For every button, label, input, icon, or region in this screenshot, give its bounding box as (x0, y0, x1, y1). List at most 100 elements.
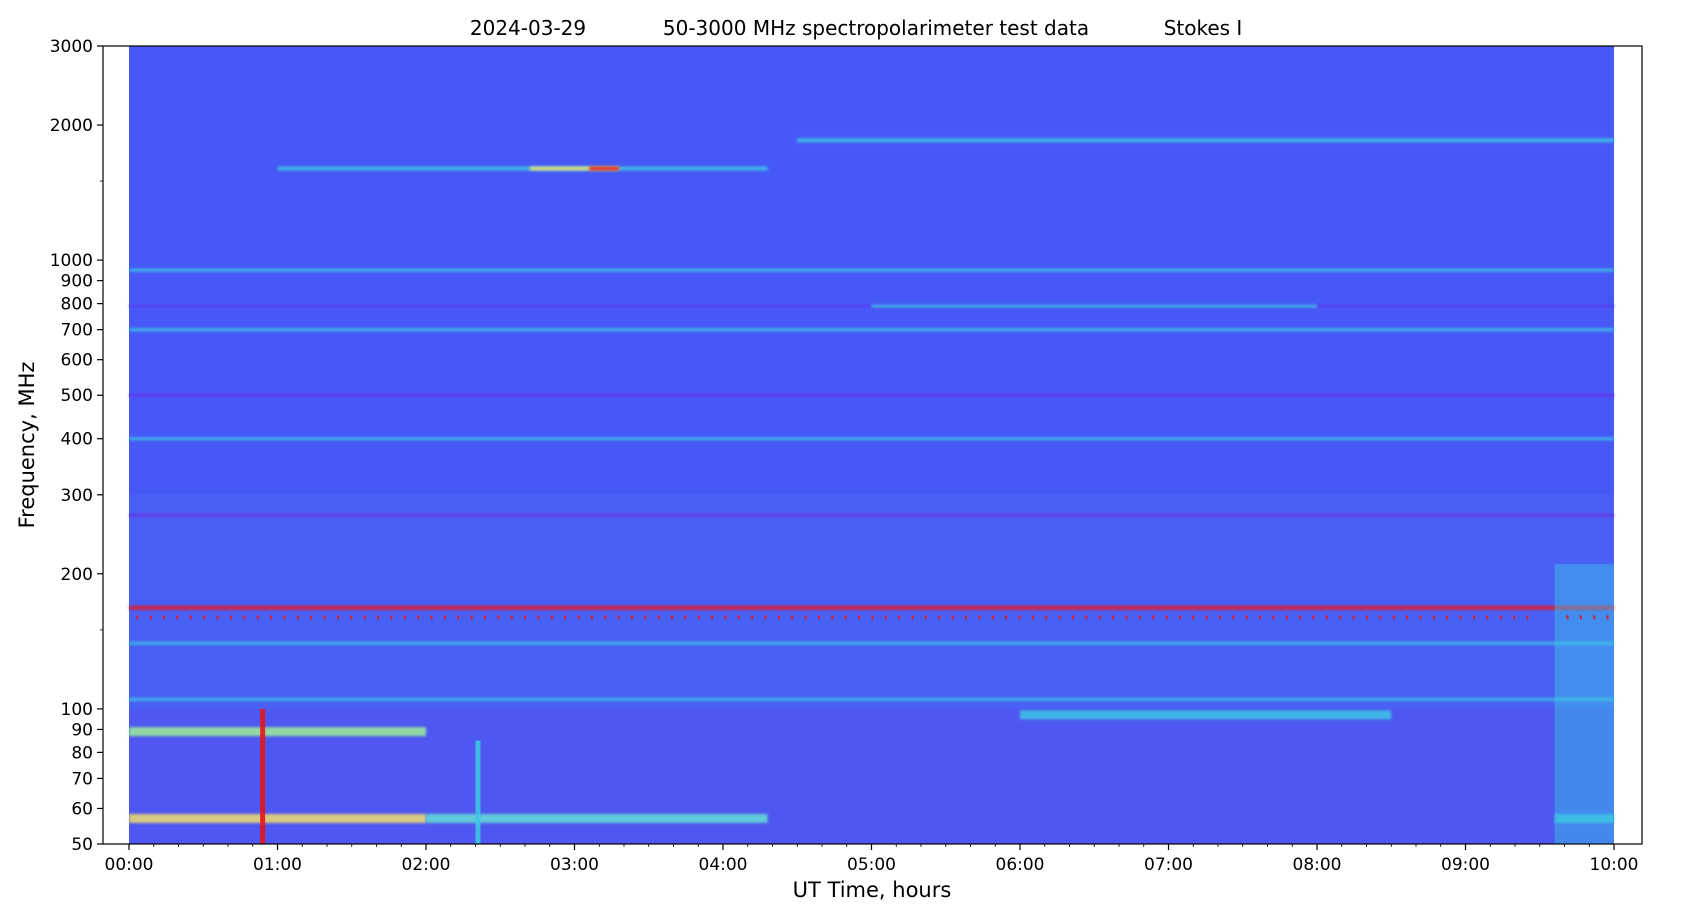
rfi-dot (871, 615, 874, 620)
rfi-dot (270, 615, 273, 620)
rfi-dot (1285, 615, 1288, 620)
rfi-dot (898, 615, 901, 620)
rfi-dot (1138, 615, 1141, 620)
rfi-dot (764, 615, 767, 620)
rfi-dot (1272, 615, 1275, 620)
rfi-dot (1339, 615, 1342, 620)
rfi-dot (844, 615, 847, 620)
rfi-dot (1085, 615, 1088, 620)
rfi-dot (376, 615, 379, 620)
rfi-dot (1005, 615, 1008, 620)
x-tick-label: 06:00 (996, 855, 1045, 875)
rfi-dot (470, 615, 473, 620)
rfi-dot (149, 615, 152, 620)
radio-burst-20 (475, 740, 481, 844)
rfi-dot (550, 615, 553, 620)
y-tick-label: 500 (61, 386, 93, 406)
rfi-dot (1299, 615, 1302, 620)
rfi-dot (644, 615, 647, 620)
x-tick-label: 03:00 (550, 855, 599, 875)
spectral-band-168mhz-11 (129, 605, 1614, 610)
spectral-band-57mhz-17 (426, 813, 768, 823)
rfi-dot (884, 615, 887, 620)
rfi-dot (1472, 615, 1475, 620)
rfi-dot (229, 615, 232, 620)
rfi-dot (403, 615, 406, 620)
rfi-dot (630, 615, 633, 620)
rfi-dot (1432, 615, 1435, 620)
spectral-band-57mhz-16 (129, 813, 426, 823)
rfi-dot (1018, 615, 1021, 620)
chart-title-description: 50-3000 MHz spectropolarimeter test data (663, 16, 1089, 40)
rfi-dot (1312, 615, 1315, 620)
spectrogram-heatmap (129, 46, 1614, 844)
rfi-dot (1392, 615, 1395, 620)
rfi-dot (510, 615, 513, 620)
y-tick-label: 90 (71, 720, 93, 740)
rfi-dot (1098, 615, 1101, 620)
radio-burst-19 (260, 708, 266, 844)
y-tick-label: 300 (61, 486, 93, 506)
rfi-dot (1205, 615, 1208, 620)
rfi-dot (390, 615, 393, 620)
x-tick-label: 04:00 (699, 855, 748, 875)
rfi-dot (737, 615, 740, 620)
rfi-dot (1178, 615, 1181, 620)
x-axis-label: UT Time, hours (793, 878, 952, 902)
y-tick-label: 3000 (50, 37, 93, 57)
x-tick-label: 09:00 (1441, 855, 1490, 875)
y-tick-label: 100 (61, 700, 93, 720)
rfi-dot (283, 615, 286, 620)
rfi-dot (1499, 615, 1502, 620)
rfi-dot (577, 615, 580, 620)
spectral-band-270mhz-10 (129, 513, 1614, 517)
rfi-dot (617, 615, 620, 620)
y-tick-label: 2000 (50, 116, 93, 136)
spectral-band-1850mhz-3 (797, 138, 1614, 143)
rfi-dot (684, 615, 687, 620)
rfi-dot (1526, 615, 1529, 620)
rfi-dot (831, 615, 834, 620)
spectral-band-1600mhz-0 (277, 166, 768, 171)
rfi-dot (924, 615, 927, 620)
y-tick-label: 70 (71, 769, 93, 789)
rfi-dot (804, 615, 807, 620)
rfi-dot (777, 615, 780, 620)
rfi-dot (1152, 615, 1155, 620)
spectral-band-950mhz-4 (129, 268, 1614, 272)
y-tick-label: 400 (61, 430, 93, 450)
rfi-dot (497, 615, 500, 620)
y-tick-label: 700 (61, 321, 93, 341)
rfi-dot (243, 615, 246, 620)
spectral-band-140mhz-12 (129, 641, 1614, 645)
y-tick-label: 600 (61, 351, 93, 371)
rfi-dot (1192, 615, 1195, 620)
rfi-dot (1045, 615, 1048, 620)
rfi-dot (1112, 615, 1115, 620)
chart-title-date: 2024-03-29 (470, 16, 586, 40)
rfi-dot (430, 615, 433, 620)
y-tick-label: 50 (71, 835, 93, 855)
spectral-band-1600mhz-2 (589, 166, 620, 171)
rfi-dot (256, 615, 259, 620)
rfi-dot (350, 615, 353, 620)
spectral-band-400mhz-9 (129, 437, 1614, 441)
y-tick-label: 200 (61, 565, 93, 585)
radio-burst-21 (1554, 564, 1614, 844)
y-tick-label: 800 (61, 295, 93, 315)
rfi-dot (697, 615, 700, 620)
rfi-dot (604, 615, 607, 620)
rfi-dot (938, 615, 941, 620)
rfi-dot (564, 615, 567, 620)
rfi-dot (176, 615, 179, 620)
spectral-band-1600mhz-1 (529, 166, 620, 171)
x-tick-label: 01:00 (253, 855, 302, 875)
rfi-dot (310, 615, 313, 620)
rfi-dot (443, 615, 446, 620)
spectral-band-97mhz-14 (1020, 710, 1392, 720)
spectral-band-57mhz-18 (1554, 813, 1614, 823)
rfi-dot (1125, 615, 1128, 620)
rfi-dot (671, 615, 674, 620)
rfi-dot (537, 615, 540, 620)
